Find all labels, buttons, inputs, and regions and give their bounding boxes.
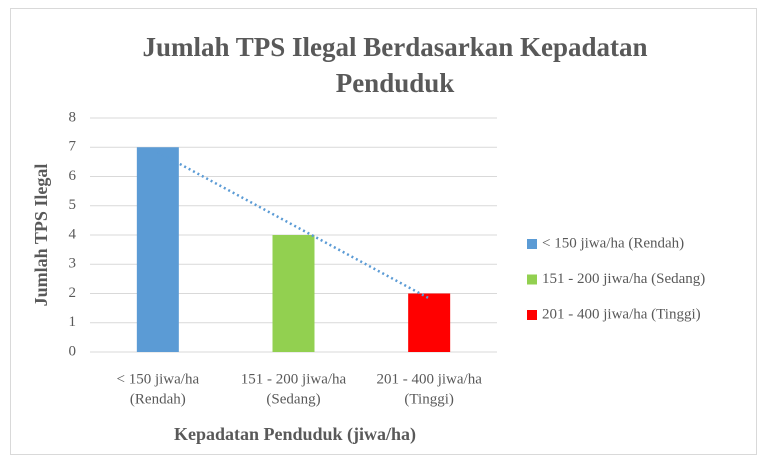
y-tick-label: 0	[69, 343, 77, 359]
x-tick-label: < 150 jiwa/ha	[117, 371, 200, 387]
chart-frame	[10, 8, 757, 455]
chart-title: Jumlah TPS Ilegal Berdasarkan Kepadatan	[142, 32, 647, 62]
y-axis-title: Jumlah TPS Ilegal	[31, 164, 51, 307]
legend-swatch	[527, 274, 537, 285]
y-tick-label: 5	[69, 197, 77, 213]
y-tick-label: 1	[69, 314, 77, 330]
legend-swatch	[527, 310, 537, 320]
legend-label: 201 - 400 jiwa/ha (Tinggi)	[542, 306, 701, 322]
y-tick-label: 4	[69, 226, 77, 242]
legend-label: 151 - 200 jiwa/ha (Sedang)	[542, 271, 705, 287]
x-tick-label: (Tinggi)	[404, 391, 453, 407]
y-tick-label: 8	[69, 109, 77, 125]
chart-title: Penduduk	[336, 68, 455, 98]
x-tick-label: 151 - 200 jiwa/ha	[241, 371, 347, 387]
legend-swatch	[527, 239, 537, 249]
legend-label: < 150 jiwa/ha (Rendah)	[542, 235, 684, 251]
bar	[272, 235, 315, 352]
y-tick-label: 7	[69, 139, 77, 155]
y-tick-label: 2	[69, 285, 77, 301]
y-tick-label: 3	[69, 256, 77, 272]
x-tick-label: 201 - 400 jiwa/ha	[376, 371, 482, 387]
x-axis-title: Kepadatan Penduduk (jiwa/ha)	[174, 424, 416, 445]
y-tick-label: 6	[69, 168, 77, 184]
trendline	[157, 151, 430, 300]
bar	[136, 147, 179, 352]
bar	[408, 293, 451, 352]
x-tick-label: (Sedang)	[266, 391, 320, 407]
x-tick-label: (Rendah)	[130, 391, 186, 407]
